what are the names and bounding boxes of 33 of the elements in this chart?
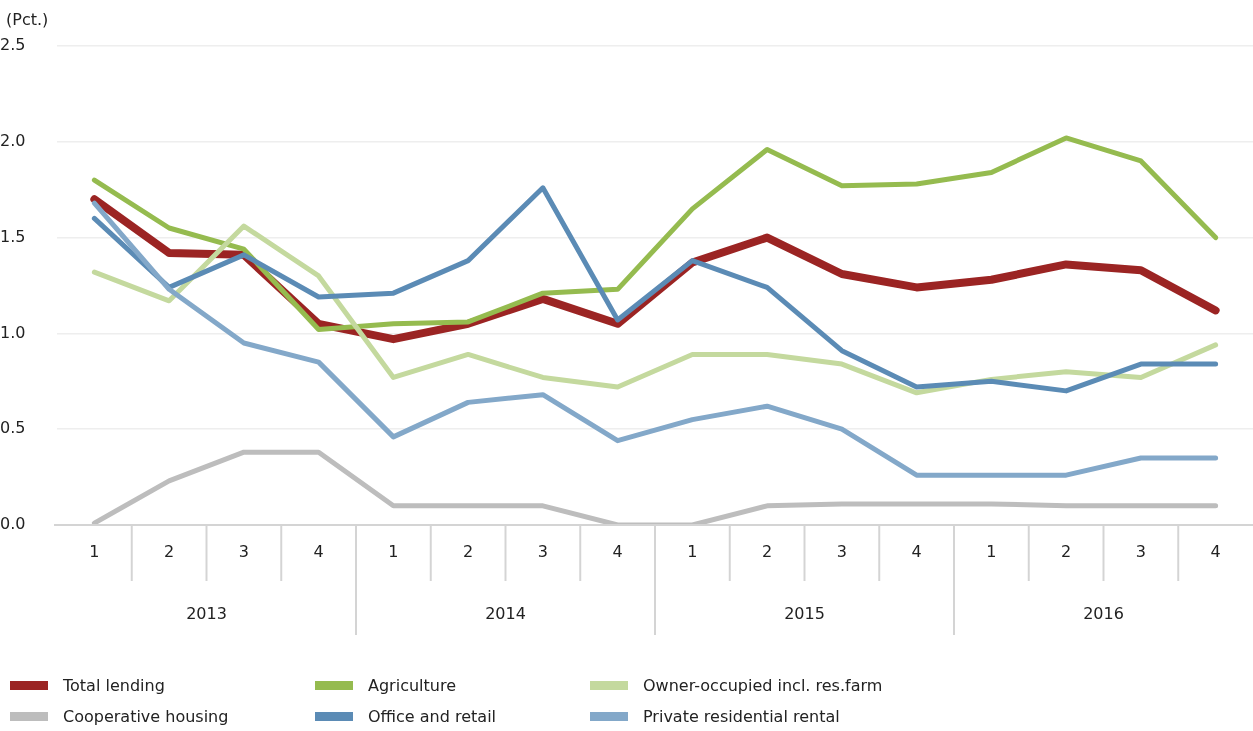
legend-label: Owner-occupied incl. res.farm — [643, 676, 883, 695]
text: 2016 — [1083, 604, 1124, 624]
text: 2013 — [186, 604, 227, 624]
x-tick-label: 4 — [911, 542, 922, 562]
legend-label: Agriculture — [368, 676, 456, 695]
x-tick-label: 2 — [463, 542, 474, 562]
x-tick-label: 3 — [238, 542, 249, 562]
legend-label: Office and retail — [368, 707, 497, 726]
legend-label: Cooperative housing — [63, 707, 229, 726]
x-tick-label: 4 — [313, 542, 324, 562]
x-tick-label: 1 — [986, 542, 997, 562]
legend-label: Private residential rental — [643, 707, 840, 726]
y-tick-label: 0.5 — [0, 418, 26, 438]
legend-label: Total lending — [63, 676, 165, 695]
y-tick-label: 1.5 — [0, 226, 26, 246]
x-tick-label: 4 — [612, 542, 623, 562]
x-tick-label: 4 — [1210, 542, 1221, 562]
text: 2014 — [485, 604, 526, 624]
y-tick-label: 0.0 — [0, 514, 26, 534]
y-tick-label: 1.0 — [0, 322, 26, 342]
x-tick-label: 2 — [762, 542, 773, 562]
x-tick-label: 3 — [1135, 542, 1146, 562]
text: 2015 — [784, 604, 825, 624]
x-tick-label: 1 — [687, 542, 698, 562]
y-tick-label: 2.5 — [0, 35, 26, 55]
x-tick-label: 2 — [1061, 542, 1072, 562]
x-tick-label: 1 — [89, 542, 100, 562]
y-tick-label: 2.0 — [0, 130, 26, 150]
y-axis-title: (Pct.) — [6, 10, 49, 29]
x-tick-label: 1 — [388, 542, 399, 562]
x-tick-label: 2 — [164, 542, 175, 562]
x-tick-label: 3 — [537, 542, 548, 562]
x-tick-label: 3 — [836, 542, 847, 562]
